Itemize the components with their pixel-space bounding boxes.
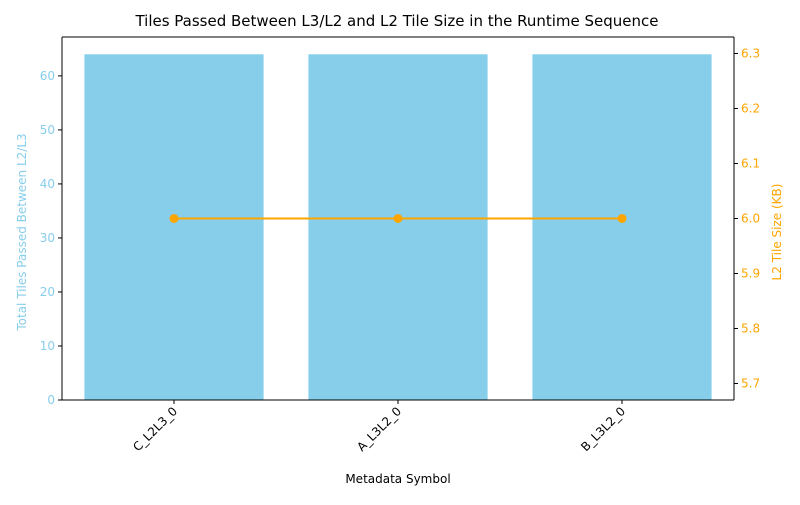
x-tick-label: B_L3L2_0 bbox=[578, 404, 628, 454]
y-left-tick-label: 30 bbox=[40, 231, 55, 245]
y-left-axis-label: Total Tiles Passed Between L2/L3 bbox=[15, 133, 29, 331]
chart-title: Tiles Passed Between L3/L2 and L2 Tile S… bbox=[134, 12, 658, 30]
tile-size-point-C_L2L3_0 bbox=[169, 214, 179, 223]
y-left-tick-label: 40 bbox=[40, 177, 55, 191]
y-right-tick-label: 6.2 bbox=[741, 102, 760, 116]
y-right-axis-label: L2 Tile Size (KB) bbox=[770, 184, 784, 281]
y-left-tick-label: 0 bbox=[47, 393, 55, 407]
x-tick-label: C_L2L3_0 bbox=[130, 404, 180, 454]
y-right-tick-label: 6.0 bbox=[741, 212, 760, 226]
x-tick-label: A_L3L2_0 bbox=[354, 404, 404, 454]
y-left-tick-label: 60 bbox=[40, 69, 55, 83]
bar-A_L3L2_0 bbox=[308, 54, 488, 401]
y-left-tick-label: 50 bbox=[40, 123, 55, 137]
y-right-tick-label: 6.3 bbox=[741, 47, 760, 61]
bars-layer bbox=[84, 54, 712, 401]
y-right-tick-label: 5.8 bbox=[741, 322, 760, 336]
tile-size-point-A_L3L2_0 bbox=[393, 214, 403, 223]
y-left-tick-label: 20 bbox=[40, 285, 55, 299]
y-right-tick-label: 6.1 bbox=[741, 157, 760, 171]
line-layer bbox=[169, 214, 627, 223]
tile-size-point-B_L3L2_0 bbox=[617, 214, 627, 223]
x-axis-label: Metadata Symbol bbox=[345, 472, 450, 486]
y-right-tick-label: 5.9 bbox=[741, 267, 760, 281]
y-right-tick-label: 5.7 bbox=[741, 377, 760, 391]
y-left-tick-label: 10 bbox=[40, 339, 55, 353]
bar-B_L3L2_0 bbox=[532, 54, 712, 401]
bar-C_L2L3_0 bbox=[84, 54, 264, 401]
